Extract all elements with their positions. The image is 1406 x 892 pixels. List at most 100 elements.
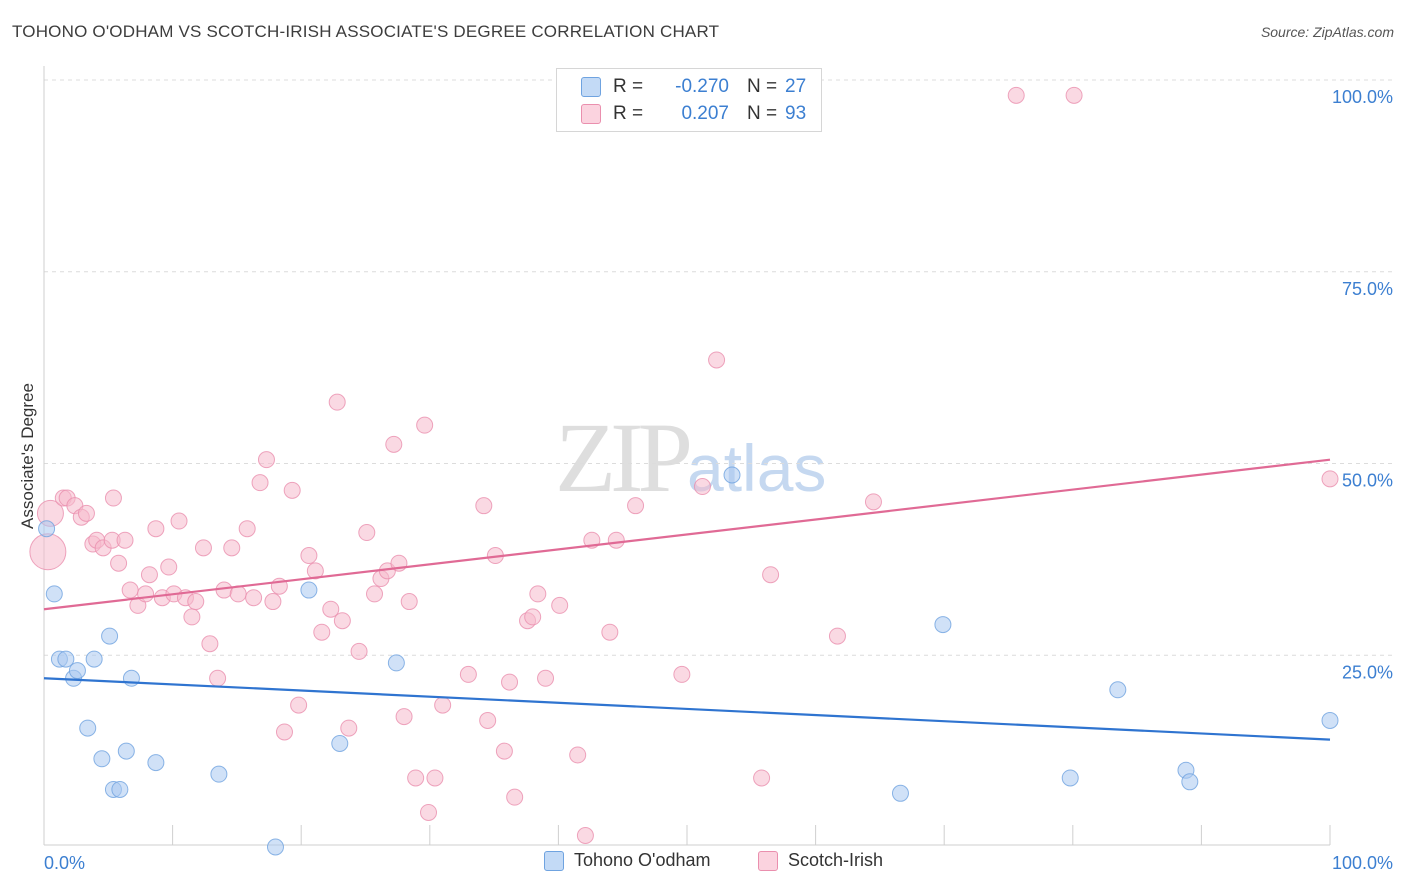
tohono-point [147,754,165,772]
tohono-point [68,662,86,680]
legend-n-label: N = [747,76,778,97]
tohono-point [117,742,135,760]
scotch-irish-point [215,581,233,599]
legend-swatch-scotch-irish [581,104,601,124]
scotch-irish-point [251,474,269,492]
scotch-irish-point [479,711,497,729]
scotch-irish-point [1007,86,1025,104]
tohono-point [93,750,111,768]
chart-source: Source: ZipAtlas.com [1260,24,1394,40]
y-tick-label: 75.0% [1342,279,1393,299]
legend-r-label: R = [613,103,644,124]
scotch-irish-point [762,566,780,584]
scotch-irish-point [576,826,594,844]
scotch-irish-point [1065,86,1083,104]
tohono-point [723,466,741,484]
watermark-atlas: atlas [687,431,827,505]
tohono-point [85,650,103,668]
scotch-irish-point [116,531,134,549]
scotch-irish-point [77,504,95,522]
tohono-point [300,581,318,599]
tohono-point [891,784,909,802]
tohono-point [38,520,56,538]
scotch-irish-point [400,593,418,611]
y-tick-label: 25.0% [1342,662,1393,682]
legend-r-value: 0.207 [681,103,729,124]
tohono-point [331,734,349,752]
scotch-irish-point [170,512,188,530]
scotch-irish-point [753,769,771,787]
scotch-irish-point [264,593,282,611]
scotch-irish-point [121,581,139,599]
tohono-point [210,765,228,783]
tohono-point [79,719,97,737]
scotch-irish-point [257,451,275,469]
tohono-point [57,650,75,668]
scotch-irish-point [434,696,452,714]
scotch-irish-point [627,497,645,515]
scotch-irish-point [183,608,201,626]
scotch-irish-point [160,558,178,576]
y-tick-label: 50.0% [1342,471,1393,491]
scotch-irish-point [864,493,882,511]
scotch-irish-point [223,539,241,557]
scotch-irish-point [673,665,691,683]
scotch-irish-point [385,435,403,453]
legend-swatch-tohono [581,77,601,97]
chart-title: TOHONO O'ODHAM VS SCOTCH-IRISH ASSOCIATE… [12,22,720,41]
legend-row-scotch-irish: R = 0.207 N = 93 [581,102,806,126]
x-tick-label: 100.0% [1332,853,1393,873]
scotch-irish-point [708,351,726,369]
tohono-point [111,780,129,798]
scotch-irish-point [340,719,358,737]
tohono-point [1109,681,1127,699]
scotch-irish-point [524,608,542,626]
scotch-irish-point [187,593,205,611]
scotch-irish-point [238,520,256,538]
scotch-irish-point [147,520,165,538]
scotch-irish-point [607,531,625,549]
legend-r-value: -0.270 [675,76,729,97]
watermark-zip: ZIP [555,402,693,513]
scotch-irish-point [569,746,587,764]
legend-row-tohono: R = -0.270 N = 27 [581,75,806,99]
y-axis-label: Associate's Degree [18,383,37,529]
scotch-irish-point [350,642,368,660]
scotch-irish-point [322,600,340,618]
series-label-scotch-irish: Scotch-Irish [788,850,884,870]
scotch-irish-point [283,481,301,499]
tohono-point [387,654,405,672]
scotch-irish-point [366,585,384,603]
scotch-irish-point [333,612,351,630]
tohono-point [1061,769,1079,787]
series-legend: Tohono O'odham Scotch-Irish [0,850,1406,878]
tohono-point [122,669,140,687]
tohono-point [101,627,119,645]
scotch-irish-point [245,589,263,607]
scotch-irish-point [459,665,477,683]
scotch-irish-point [140,566,158,584]
legend-n-value: 93 [785,103,807,124]
scotch-irish-point [104,489,122,507]
scotch-irish-point [358,524,376,542]
watermark: ZIPatlas [555,400,826,515]
x-tick-label: 0.0% [44,853,85,873]
scotch-irish-point [407,769,425,787]
scotch-irish-point [290,696,308,714]
series-legend-scotch-irish[interactable]: Scotch-Irish [758,850,883,871]
scotch-irish-point [551,596,569,614]
scotch-irish-point [1321,470,1339,488]
tohono-point [1321,711,1339,729]
scotch-irish-point [395,708,413,726]
scotch-irish-point [29,533,67,571]
scotch-irish-point [475,497,493,515]
scotch-irish-point [693,478,711,496]
tohono-point [934,616,952,634]
series-legend-tohono[interactable]: Tohono O'odham [544,850,711,871]
series-swatch-tohono [544,850,564,871]
scotch-irish-point [137,585,155,603]
scotch-irish-point [601,623,619,641]
legend-n-value: 27 [785,76,807,97]
scotch-irish-point [506,788,524,806]
